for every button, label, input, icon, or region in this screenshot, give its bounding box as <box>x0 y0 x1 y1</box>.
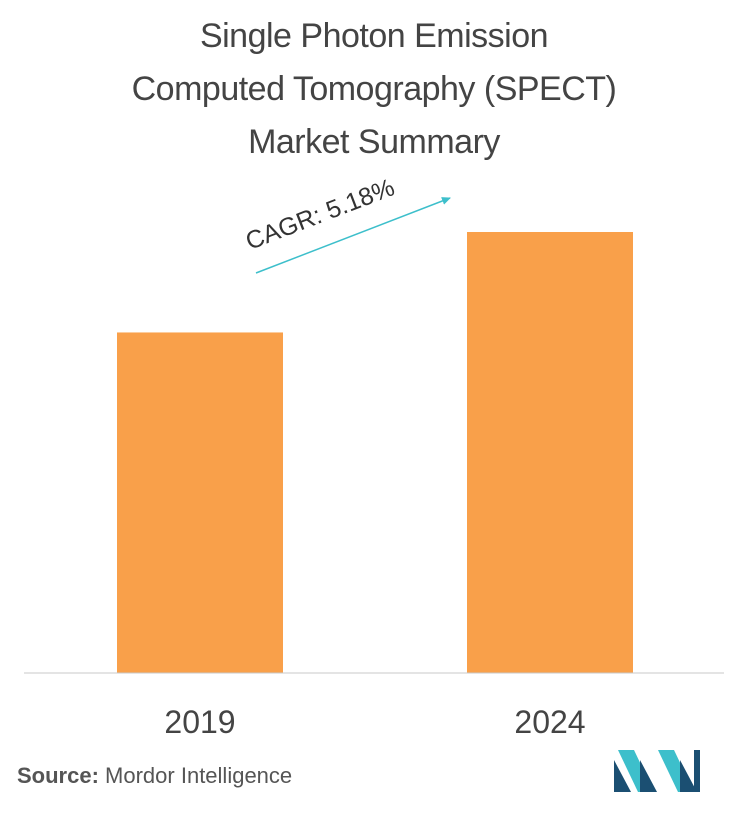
source-note: Source: Mordor Intelligence <box>17 763 292 789</box>
x-tick-label-2019: 2019 <box>164 704 235 740</box>
x-tick-labels: 2019 2024 <box>164 704 585 740</box>
cagr-annotation: CAGR: 5.18% <box>242 173 399 255</box>
chart-title-line-3: Market Summary <box>248 123 500 161</box>
source-text: Mordor Intelligence <box>105 763 293 788</box>
bar-2019 <box>117 332 283 673</box>
chart-title-line-1: Single Photon Emission <box>199 17 549 55</box>
mordor-intelligence-logo-icon <box>614 750 700 792</box>
x-tick-label-2024: 2024 <box>514 704 585 740</box>
chart-title: Single Photon Emission Computed Tomograp… <box>0 10 748 169</box>
chart-title-line-2: Computed Tomography (SPECT) <box>131 70 617 108</box>
source-label: Source: <box>17 763 99 788</box>
cagr-arrow <box>255 197 451 274</box>
bar-group <box>117 232 633 673</box>
bar-2024 <box>467 232 633 673</box>
